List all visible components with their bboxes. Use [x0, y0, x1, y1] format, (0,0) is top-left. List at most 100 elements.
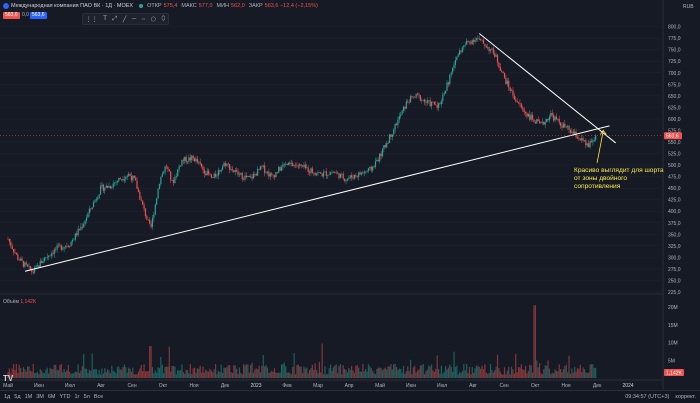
candle-body [49, 255, 51, 257]
range-1y[interactable]: 1г [74, 394, 80, 400]
horizontal-line-tool-icon[interactable]: ─ [131, 16, 137, 22]
range-5y[interactable]: 5л [83, 394, 90, 400]
candle-body [135, 178, 137, 181]
candle-body [74, 233, 76, 240]
volume-bar [250, 365, 252, 378]
volume-bar [384, 367, 386, 378]
tradingview-logo-icon[interactable]: TV [3, 374, 14, 383]
volume-bar [555, 370, 558, 378]
candle-body [576, 137, 579, 139]
buy-button[interactable]: 563,6 [30, 12, 47, 19]
annotation-line-3: сопротивления [574, 183, 621, 190]
volume-bar [320, 372, 322, 378]
symbol-title[interactable]: Международная компания ПАО ВК · 1Д · MOE… [11, 3, 134, 9]
candle-body [565, 127, 567, 128]
volume-bar [588, 372, 590, 378]
volume-bar [491, 369, 493, 378]
ellipse-tool-icon[interactable]: ⬯ [161, 15, 166, 22]
volume-bar [219, 372, 221, 378]
candle-body [386, 142, 388, 148]
volume-bar [397, 370, 399, 378]
currency-label[interactable]: RUB [683, 4, 694, 10]
volume-bar [331, 370, 333, 378]
volume-bar [248, 372, 250, 378]
volume-bar [374, 374, 377, 378]
volume-bar [213, 369, 215, 378]
candle-body [373, 166, 375, 168]
volume-bar [104, 368, 106, 378]
candle-body [116, 181, 119, 183]
range-1m[interactable]: 1М [24, 394, 33, 400]
volume-bar [480, 368, 482, 378]
range-1d[interactable]: 1д [4, 394, 11, 400]
volume-bar [78, 373, 81, 378]
volume-bar [144, 371, 147, 378]
adjust-toggle[interactable]: коррект. [675, 394, 696, 400]
volume-bar [121, 369, 123, 378]
candle-body [283, 164, 285, 165]
volume-label: Объём [3, 299, 19, 305]
trendline-tool-icon[interactable]: ╱ [122, 16, 127, 23]
volume-bar [265, 365, 267, 378]
range-6m[interactable]: 6М [47, 394, 56, 400]
candle-body [105, 185, 107, 189]
volume-bar [529, 364, 531, 378]
range-3m[interactable]: 3М [36, 394, 44, 400]
volume-bar [370, 368, 372, 378]
candle-body [310, 168, 312, 173]
volume-bar [481, 365, 483, 378]
candle-body [36, 265, 39, 266]
volume-bar [125, 367, 127, 378]
candle-body [153, 214, 155, 219]
candle-body [585, 140, 587, 146]
shape-tool-icon[interactable]: ⬠ [150, 16, 156, 23]
trend-angle-tool-icon[interactable]: ⤢ [112, 15, 118, 22]
volume-bar [188, 373, 190, 378]
volume-bar [574, 366, 576, 378]
candle-body [554, 116, 556, 121]
candle-body [251, 176, 253, 179]
candle-body [445, 90, 447, 94]
candle-body [57, 244, 60, 246]
candle-body [426, 100, 428, 103]
volume-bar [565, 364, 567, 378]
volume-bar [20, 368, 22, 378]
volume-bar [405, 371, 407, 378]
volume-bar [115, 373, 117, 378]
volume-bar [251, 362, 253, 378]
candle-body [503, 73, 506, 78]
volume-bar [572, 372, 574, 378]
candle-body [296, 165, 298, 166]
range-ytd[interactable]: YTD [59, 394, 71, 400]
ray-tool-icon[interactable]: ╌ [141, 16, 146, 23]
volume-bar [498, 368, 500, 378]
candle-body [496, 55, 499, 63]
candle-body [247, 175, 249, 178]
range-all[interactable]: Все [93, 394, 104, 400]
candle-body [360, 172, 363, 175]
clock[interactable]: 09:34:57 (UTC+3) [625, 394, 670, 400]
candle-body [348, 177, 350, 179]
volume-bar [231, 372, 234, 378]
volume-bar [401, 372, 403, 378]
drag-handle-icon[interactable]: ⋮⋮ [85, 16, 98, 23]
volume-bar [471, 366, 473, 378]
chart-annotation[interactable]: Красиво выглядит для шорта от зоны двойн… [574, 167, 664, 191]
candle-body [205, 173, 207, 176]
text-tool-icon[interactable]: T [103, 16, 107, 22]
candle-body [567, 126, 569, 128]
candle-body [320, 172, 322, 174]
range-5d[interactable]: 5д [14, 394, 21, 400]
volume-bar [519, 367, 521, 378]
candle-body [449, 74, 451, 85]
candle-body [252, 173, 255, 179]
candle-body [372, 166, 374, 171]
candle-body [266, 171, 269, 173]
price-tick-label: 450,0 [668, 186, 681, 192]
volume-bar [402, 366, 405, 378]
volume-bar [50, 368, 53, 378]
volume-bar [46, 367, 48, 378]
sell-button[interactable]: 563,6 [3, 12, 20, 19]
candle-body [248, 175, 250, 178]
